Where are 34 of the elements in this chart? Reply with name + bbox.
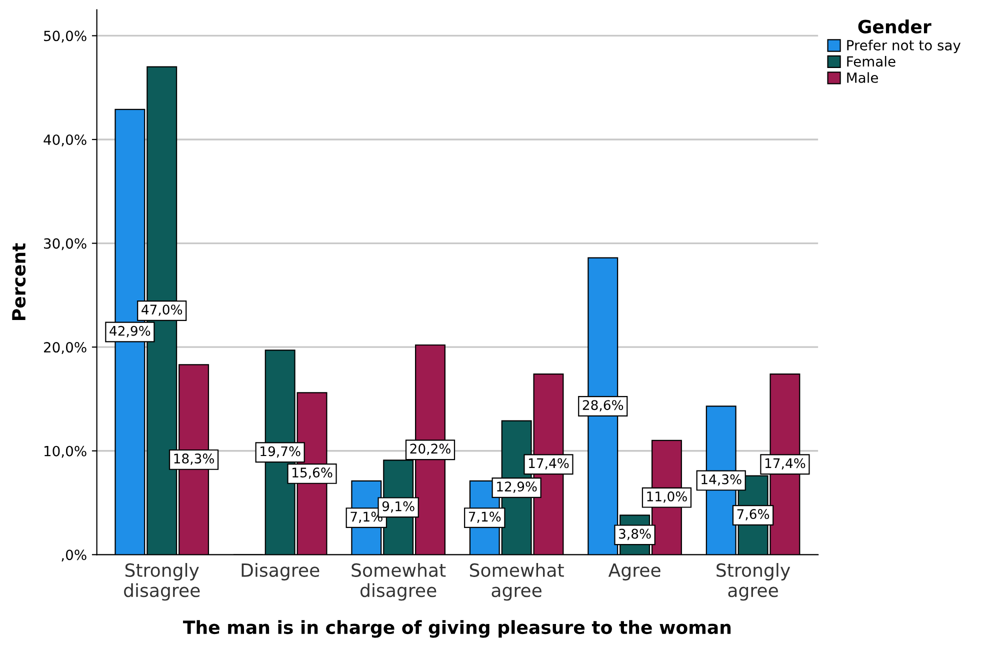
x-tick-label: Strongly disagree bbox=[124, 562, 200, 601]
x-tick-label: Somewhat disagree bbox=[352, 562, 446, 601]
data-label: 7,1% bbox=[468, 512, 501, 523]
data-label: 42,9% bbox=[110, 326, 150, 338]
data-label: 14,3% bbox=[702, 474, 742, 486]
legend-label: Female bbox=[847, 56, 896, 67]
y-tick-label: ,0% bbox=[62, 550, 86, 562]
legend-title: Gender bbox=[858, 19, 932, 34]
legend-label: Prefer not to say bbox=[847, 40, 961, 54]
y-tick-label: 30,0% bbox=[44, 238, 86, 250]
y-tick-label: 10,0% bbox=[44, 446, 86, 458]
data-label: 17,4% bbox=[765, 458, 806, 470]
data-label: 19,7% bbox=[260, 446, 300, 458]
x-axis-title: The man is in charge of giving pleasure to the woman bbox=[183, 620, 731, 638]
x-tick-label: Disagree bbox=[242, 562, 320, 580]
x-tick-label: Somewhat agree bbox=[470, 562, 564, 601]
data-label: 7,6% bbox=[737, 509, 770, 520]
data-label: 28,6% bbox=[582, 400, 624, 412]
data-label: 17,4% bbox=[528, 458, 569, 470]
data-label: 47,0% bbox=[142, 304, 182, 316]
y-tick-label: 20,0% bbox=[44, 342, 86, 354]
data-label: 18,3% bbox=[174, 454, 214, 465]
data-label: 20,2% bbox=[410, 444, 450, 455]
legend-label: Male bbox=[847, 72, 878, 83]
data-label: 12,9% bbox=[497, 482, 537, 493]
x-tick-label: Agree bbox=[608, 564, 660, 580]
data-label: 3,8% bbox=[619, 528, 651, 540]
data-label: 15,6% bbox=[292, 468, 332, 479]
x-tick-label: Strongly agree bbox=[716, 562, 790, 601]
y-axis-title: Percent bbox=[12, 243, 26, 320]
y-tick-label: 40,0% bbox=[44, 134, 86, 146]
data-label: 9,1% bbox=[382, 501, 414, 513]
y-tick-label: 50,0% bbox=[44, 30, 86, 43]
data-label: 11,0% bbox=[647, 491, 687, 503]
